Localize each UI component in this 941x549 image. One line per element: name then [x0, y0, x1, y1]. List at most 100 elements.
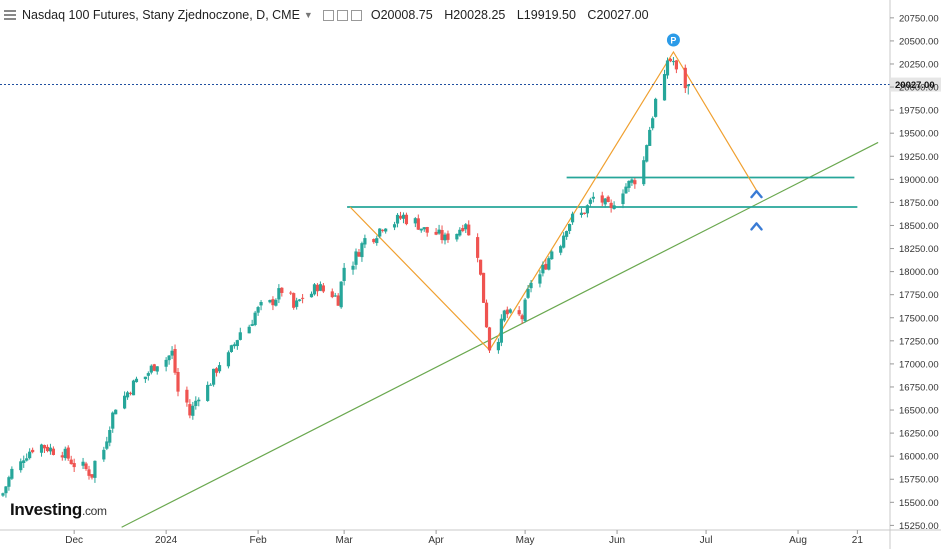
x-tick-label: Jul [700, 535, 713, 546]
candle-body [81, 461, 85, 466]
y-tick-label: 18750.00 [899, 198, 939, 209]
candle-body [238, 332, 242, 340]
candle-body [443, 234, 447, 241]
candle-body [642, 160, 646, 185]
y-tick-label: 15750.00 [899, 475, 939, 486]
candle-body [603, 198, 607, 205]
candle-body [152, 364, 156, 371]
candle-body [372, 239, 376, 243]
candle-body [671, 61, 676, 63]
candle-body [395, 214, 400, 224]
candle-body [381, 229, 385, 231]
candles [1, 57, 690, 498]
candle-body [523, 299, 527, 322]
candle-body [461, 228, 465, 231]
candle-body [155, 366, 159, 372]
candle-body [562, 235, 566, 248]
candle-body [39, 444, 44, 453]
candle-body [413, 218, 417, 224]
candle-body [146, 373, 150, 376]
ohlc-values: O20008.75 H20028.25 L19919.50 C20027.00 [371, 8, 657, 22]
y-tick-label: 20750.00 [899, 13, 939, 24]
candle-body [235, 340, 239, 347]
candle-body [404, 214, 409, 225]
candle-body [90, 474, 94, 478]
candle-body [378, 228, 382, 237]
x-tick-label: Apr [428, 535, 444, 546]
candle-body [45, 446, 50, 452]
candle-body [84, 463, 88, 470]
candle-body [268, 300, 272, 303]
candle-body [125, 392, 130, 398]
y-tick-label: 17750.00 [899, 290, 939, 301]
candle-body [48, 447, 53, 452]
candle-body [434, 231, 438, 235]
instrument-title[interactable]: Nasdaq 100 Futures, Stany Zjednoczone, D… [22, 8, 300, 22]
candle-body [301, 297, 305, 299]
candle-body [662, 74, 667, 101]
candle-body [467, 224, 471, 236]
close-icon[interactable] [350, 9, 362, 21]
candle-body [520, 315, 524, 320]
candle-body [342, 267, 346, 281]
y-tick-label: 16250.00 [899, 429, 939, 440]
candle-body [10, 468, 14, 479]
visibility-icon[interactable] [322, 9, 334, 21]
candle-body [289, 292, 293, 294]
candle-body [111, 412, 115, 429]
candle-body [214, 368, 219, 373]
candle-body [277, 288, 281, 300]
logo-suffix: .com [81, 504, 107, 518]
candle-body [149, 365, 153, 373]
candle-body [197, 399, 201, 402]
arrow-up-icon [750, 189, 763, 199]
candle-body [185, 389, 189, 403]
candle-body [105, 441, 109, 449]
candle-body [416, 218, 420, 230]
candle-body [633, 180, 637, 185]
candle-body [612, 205, 616, 210]
candle-body [128, 392, 133, 394]
candle-body [648, 129, 652, 146]
candle-body [330, 291, 334, 298]
candle-body [588, 199, 592, 204]
candle-body [668, 58, 673, 62]
candle-body [164, 359, 168, 367]
candle-body [568, 224, 572, 231]
y-tick-label: 20500.00 [899, 36, 939, 47]
candle-body [123, 395, 127, 409]
candle-body [19, 461, 23, 471]
candle-body [7, 477, 11, 487]
candle-body [280, 287, 284, 293]
candle-body [487, 327, 492, 351]
candle-body [271, 299, 275, 306]
pivot-marker-label: P [670, 35, 676, 45]
candle-body [363, 238, 367, 245]
candle-body [102, 449, 106, 460]
candle-body [292, 293, 296, 308]
y-axis[interactable]: 15250.00 15500.00 15750.00 16000.00 16250.00… [889, 0, 939, 549]
candle-body [333, 295, 337, 297]
y-tick-label: 19750.00 [899, 106, 939, 117]
candle-body [25, 458, 29, 461]
candle-body [336, 295, 340, 306]
candle-body [398, 215, 403, 219]
candle-body [464, 224, 468, 230]
y-tick-label: 17000.00 [899, 359, 939, 370]
candle-body [229, 345, 233, 352]
chevron-down-icon[interactable]: ▼ [303, 10, 313, 20]
menu-icon[interactable] [4, 10, 16, 20]
settings-icon[interactable] [336, 9, 348, 21]
candle-body [217, 365, 222, 372]
close-value: C20027.00 [587, 8, 649, 22]
candle-body [392, 224, 397, 228]
x-axis[interactable]: Dec 2024 Feb Mar Apr May Jun Jul Aug 21 [0, 529, 941, 546]
candle-body [295, 300, 299, 307]
candle-body [72, 463, 76, 468]
candle-body [339, 281, 343, 308]
candle-body [274, 299, 278, 306]
candle-body [621, 193, 625, 205]
candle-body [298, 299, 302, 301]
low-value: L19919.50 [516, 8, 576, 22]
